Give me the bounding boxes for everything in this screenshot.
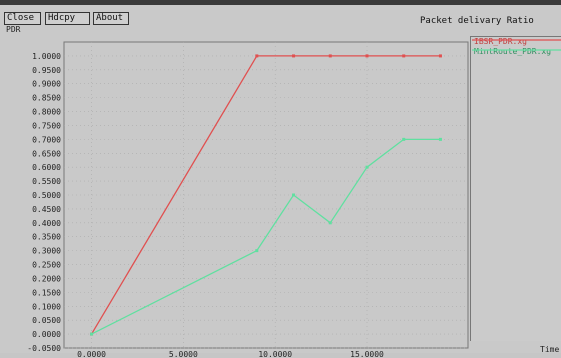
series-point-1: [90, 332, 94, 336]
y-tick-label: 0.1500: [32, 288, 61, 297]
y-tick-label: 0.3000: [32, 247, 61, 256]
close-button[interactable]: Close: [4, 12, 41, 25]
plot-area: -0.0500 0.0000 0.0500 0.1000 0.1500 0.2000 0.2…: [27, 39, 561, 358]
series-point-1: [292, 193, 296, 197]
legend: IBSR_PDR.xg MintRoute_PDR.xg: [470, 36, 561, 341]
series-point-1: [365, 165, 369, 169]
y-tick-label: 1.0000: [32, 52, 61, 61]
x-tick-label: 15.0000: [350, 350, 384, 358]
series-point-0: [292, 54, 296, 58]
series-point-0: [402, 54, 406, 58]
x-tick-label: 0.0000: [77, 350, 106, 358]
y-axis-label: PDR: [6, 25, 21, 34]
hdcopy-button[interactable]: Hdcpy: [45, 12, 90, 25]
y-tick-label: 0.0000: [32, 330, 61, 339]
series-point-0: [328, 54, 332, 58]
y-tick-label: 0.4500: [32, 205, 61, 214]
x-axis-label: Time: [540, 345, 560, 354]
y-tick-label: 0.9500: [32, 66, 61, 75]
series-point-0: [438, 54, 442, 58]
y-tick-label: 0.5000: [32, 191, 61, 200]
series-point-1: [402, 137, 406, 141]
y-tick-label: 0.3500: [32, 233, 61, 242]
series-point-0: [365, 54, 369, 58]
y-tick-label: 0.6500: [32, 149, 61, 158]
x-tick-label: 10.0000: [258, 350, 292, 358]
y-tick-label: 0.8000: [32, 108, 61, 117]
y-tick-label: 0.9000: [32, 80, 61, 89]
y-tick-label: 0.7000: [32, 135, 61, 144]
legend-entry-ibsr: IBSR_PDR.xg: [474, 37, 527, 46]
series-point-1: [255, 249, 259, 253]
y-tick-label: 0.0500: [32, 316, 61, 325]
y-tick-label: 0.2000: [32, 274, 61, 283]
y-tick-label: 0.4000: [32, 219, 61, 228]
y-tick-label: -0.0500: [27, 344, 61, 353]
about-button[interactable]: About: [93, 12, 129, 25]
y-tick-label: 0.2500: [32, 261, 61, 270]
legend-entry-mintroute: MintRoute_PDR.xg: [474, 47, 552, 56]
series-point-1: [438, 137, 442, 141]
y-tick-label: 0.7500: [32, 121, 61, 130]
series-point-0: [255, 54, 259, 58]
series-point-1: [328, 221, 332, 225]
y-tick-label: 0.8500: [32, 94, 61, 103]
x-tick-label: 5.0000: [169, 350, 198, 358]
y-tick-label: 0.6000: [32, 163, 61, 172]
y-tick-label: 0.1000: [32, 302, 61, 311]
chart-title: Packet delivary Ratio: [420, 16, 534, 26]
y-tick-label: 0.5500: [32, 177, 61, 186]
